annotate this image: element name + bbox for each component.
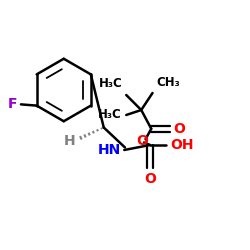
Text: OH: OH xyxy=(170,138,194,152)
Text: O: O xyxy=(144,172,156,186)
Text: H: H xyxy=(64,134,76,148)
Text: CH₃: CH₃ xyxy=(156,76,180,89)
Text: H₃C: H₃C xyxy=(98,108,121,122)
Text: H₃C: H₃C xyxy=(99,78,122,90)
Text: O: O xyxy=(173,122,185,136)
Text: F: F xyxy=(8,97,17,112)
Text: O: O xyxy=(136,134,148,148)
Text: HN: HN xyxy=(98,143,121,157)
